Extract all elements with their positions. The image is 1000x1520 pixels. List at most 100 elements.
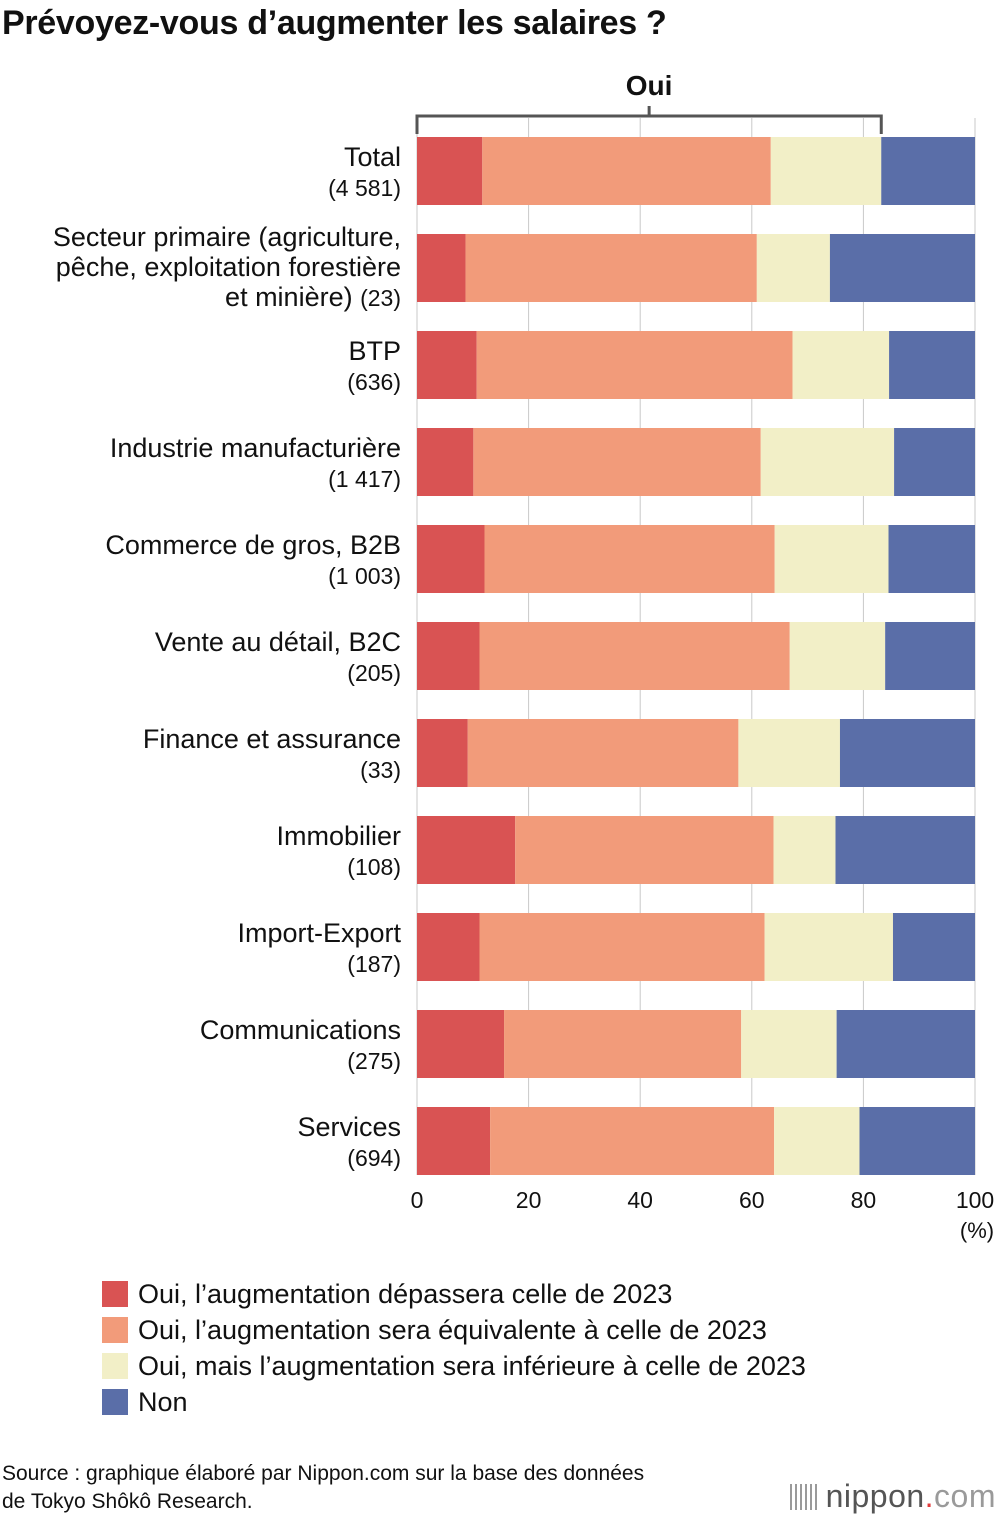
bar-segment-3 bbox=[741, 1010, 837, 1078]
category-label: Services (694) bbox=[297, 1112, 401, 1171]
category-name: Industrie manufacturière bbox=[110, 433, 401, 463]
category-count: (694) bbox=[347, 1145, 401, 1171]
bar-segment-1 bbox=[417, 1010, 505, 1078]
category-label: Import-Export (187) bbox=[237, 918, 401, 977]
x-tick-label: 100 bbox=[956, 1187, 994, 1213]
category-label: Total (4 581) bbox=[328, 142, 401, 201]
source-note: Source : graphique élaboré par Nippon.co… bbox=[2, 1460, 802, 1516]
category-count: (275) bbox=[347, 1048, 401, 1074]
category-label: BTP (636) bbox=[347, 336, 401, 395]
category-count: (187) bbox=[347, 951, 401, 977]
category-label: Industrie manufacturière (1 417) bbox=[110, 433, 401, 492]
category-count: (1 417) bbox=[328, 466, 401, 492]
category-count: (33) bbox=[360, 757, 401, 783]
bar-segment-3 bbox=[774, 1107, 860, 1175]
category-name: Vente au détail, B2C bbox=[155, 627, 401, 657]
category-count: (636) bbox=[347, 369, 401, 395]
logo-dot: . bbox=[924, 1478, 935, 1514]
bar-segment-1 bbox=[417, 137, 483, 205]
legend-label: Oui, l’augmentation dépassera celle de 2… bbox=[138, 1278, 673, 1309]
x-tick-label: 20 bbox=[516, 1187, 542, 1213]
category-count: (23) bbox=[360, 285, 401, 311]
bar-segment-4 bbox=[859, 1107, 975, 1175]
x-tick-label: 0 bbox=[411, 1187, 424, 1213]
bracket-label: Oui bbox=[626, 70, 673, 101]
bar-segment-2 bbox=[473, 428, 761, 496]
bar-segment-3 bbox=[773, 816, 836, 884]
category-labels: Total (4 581) Secteur primaire (agricultur… bbox=[53, 142, 402, 1171]
bar-segment-2 bbox=[479, 913, 765, 981]
logo-tld: com bbox=[934, 1478, 996, 1514]
category-name-line: pêche, exploitation forestière bbox=[56, 252, 401, 282]
x-axis: 0 20 40 60 80 100 (%) bbox=[411, 1187, 995, 1243]
legend-label: Non bbox=[138, 1386, 188, 1417]
bar-segment-2 bbox=[465, 234, 757, 302]
bar-segment-4 bbox=[839, 719, 975, 787]
bar-segment-3 bbox=[738, 719, 840, 787]
category-name: Finance et assurance bbox=[143, 724, 401, 754]
bar-segment-3 bbox=[792, 331, 890, 399]
legend-item-oui-moins: Oui, mais l’augmentation sera inférieure… bbox=[102, 1348, 806, 1384]
bar-segment-1 bbox=[417, 1107, 491, 1175]
bar-segment-2 bbox=[479, 622, 790, 690]
x-tick-label: 40 bbox=[627, 1187, 653, 1213]
category-name: Communications bbox=[200, 1015, 401, 1045]
bar-segment-1 bbox=[417, 816, 516, 884]
category-label: Commerce de gros, B2B (1 003) bbox=[105, 530, 401, 589]
bar-segment-1 bbox=[417, 331, 477, 399]
legend-swatch-oui-moins bbox=[102, 1353, 128, 1379]
legend-item-oui-plus: Oui, l’augmentation dépassera celle de 2… bbox=[102, 1276, 806, 1312]
bar-segment-4 bbox=[881, 137, 975, 205]
bar-segment-3 bbox=[760, 428, 895, 496]
x-tick-label: 60 bbox=[739, 1187, 765, 1213]
logo-bars-icon bbox=[789, 1483, 818, 1510]
category-name-line: Secteur primaire (agriculture, bbox=[53, 222, 401, 252]
bar-segment-1 bbox=[417, 234, 466, 302]
bar-segment-1 bbox=[417, 428, 474, 496]
category-name: Immobilier bbox=[276, 821, 401, 851]
category-label: Finance et assurance (33) bbox=[143, 724, 401, 783]
bar-segment-3 bbox=[770, 137, 882, 205]
bar-segment-3 bbox=[774, 525, 889, 593]
bar-segment-4 bbox=[885, 622, 975, 690]
legend-label: Oui, mais l’augmentation sera inférieure… bbox=[138, 1350, 806, 1381]
bar-segment-4 bbox=[889, 331, 975, 399]
x-tick-label: 80 bbox=[851, 1187, 877, 1213]
category-label: Vente au détail, B2C (205) bbox=[155, 627, 401, 686]
bar-segment-1 bbox=[417, 719, 468, 787]
legend-swatch-oui-plus bbox=[102, 1281, 128, 1307]
bar-segment-1 bbox=[417, 525, 485, 593]
bar-segment-3 bbox=[756, 234, 830, 302]
legend-item-oui-egal: Oui, l’augmentation sera équivalente à c… bbox=[102, 1312, 806, 1348]
bar-segment-2 bbox=[476, 331, 793, 399]
legend-swatch-oui-egal bbox=[102, 1317, 128, 1343]
bar-segment-2 bbox=[515, 816, 774, 884]
bar-segments bbox=[417, 137, 975, 1175]
category-label: Immobilier (108) bbox=[276, 821, 401, 880]
category-name: Commerce de gros, B2B bbox=[105, 530, 401, 560]
category-name: BTP bbox=[348, 336, 401, 366]
bar-segment-4 bbox=[829, 234, 975, 302]
logo-name: nippon bbox=[825, 1478, 925, 1514]
bar-segment-4 bbox=[892, 913, 975, 981]
category-name: Total bbox=[344, 142, 401, 172]
bar-segment-2 bbox=[504, 1010, 742, 1078]
category-count: (4 581) bbox=[328, 175, 401, 201]
category-name: Import-Export bbox=[237, 918, 401, 948]
chart-title: Prévoyez-vous d’augmenter les salaires ? bbox=[2, 4, 667, 42]
bar-segment-4 bbox=[835, 816, 975, 884]
logo-text: nippon.com bbox=[826, 1478, 996, 1515]
category-count: (1 003) bbox=[328, 563, 401, 589]
bar-segment-4 bbox=[888, 525, 975, 593]
oui-bracket: Oui bbox=[415, 70, 883, 134]
bar-segment-2 bbox=[482, 137, 771, 205]
legend-item-non: Non bbox=[102, 1384, 806, 1420]
bar-segment-2 bbox=[484, 525, 775, 593]
category-name: Services bbox=[297, 1112, 401, 1142]
bar-segment-1 bbox=[417, 622, 480, 690]
stacked-bar-chart: Total (4 581) Secteur primaire (agricultur… bbox=[53, 70, 995, 1243]
legend-label: Oui, l’augmentation sera équivalente à c… bbox=[138, 1314, 767, 1345]
bar-segment-3 bbox=[789, 622, 886, 690]
bar-segment-1 bbox=[417, 913, 480, 981]
bar-segment-3 bbox=[764, 913, 893, 981]
